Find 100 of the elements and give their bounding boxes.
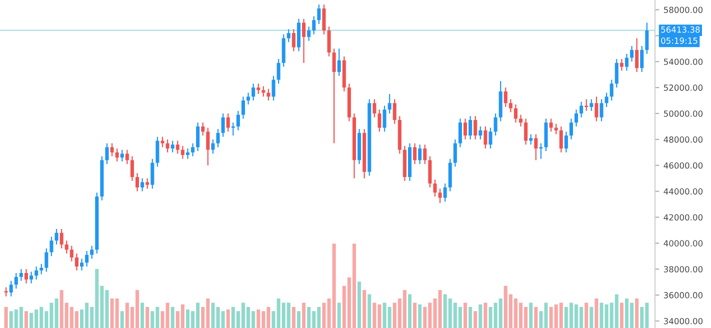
candlestick [276,58,280,84]
candlestick [302,18,306,64]
candlestick [85,250,89,268]
candlestick [196,122,200,152]
candlestick [372,98,376,118]
candlestick [519,114,523,128]
y-tick-label: 38000.00 [664,266,703,272]
candlestick [620,58,624,72]
candlestick [524,118,528,146]
candlestick [549,118,553,132]
candlestick [600,98,604,122]
candlestick [388,93,392,114]
candlestick [322,4,326,35]
candlestick [201,122,205,136]
bar [478,304,482,328]
candlestick [630,45,634,62]
y-tick-label: 46000.00 [664,162,703,169]
bar [4,306,8,328]
candlestick [504,86,508,108]
candlestick [635,38,639,73]
candlestick [554,123,558,135]
candlestick [80,258,84,271]
candlestick [645,22,649,54]
candlestick [54,228,58,246]
candlestick [317,4,321,25]
candlestick [428,156,432,188]
candlestick [150,158,154,190]
candlestick [508,98,512,113]
candlestick [14,272,18,290]
candlestick [594,96,598,122]
candlestick [34,266,38,280]
y-tick-label: 42000.00 [664,214,703,221]
candlestick [231,122,235,136]
candlestick [74,253,78,271]
candlestick [135,172,140,192]
candlestick [580,101,584,118]
bar [302,302,306,328]
y-tick-label: 50000.00 [664,110,703,117]
bar [594,298,598,328]
text: 05:19:15 [661,38,698,44]
bar [620,302,624,328]
candlestick [211,138,215,154]
candlestick [564,131,568,153]
candlestick [125,149,129,165]
candlestick [50,236,54,257]
y-tick-label: 36000.00 [664,292,703,298]
candlestick [332,48,336,144]
candlestick [488,127,492,150]
bar [418,304,422,328]
candlestick [4,286,8,297]
candlestick [166,138,170,153]
bar [120,311,124,328]
candlestick [286,28,290,43]
candlestick [44,248,48,272]
y-tick-label: 44000.00 [664,188,703,195]
candlestick [584,98,588,112]
candlestick [478,126,482,140]
candlestick [246,92,250,105]
candlestick [458,118,462,148]
bar [484,302,488,328]
bar [226,309,230,328]
bar [534,306,538,328]
candlestick [307,26,311,42]
candlestick [382,105,386,132]
candlestick [272,75,276,102]
candlestick [70,245,74,262]
ref-line-label: 56413.38 [661,26,700,33]
candlestick [226,112,230,132]
candlestick [40,263,44,275]
candlestick [170,140,174,153]
candlestick [438,188,442,204]
candlestick [221,112,225,138]
candlestick [64,240,68,254]
y-tick-label: 54000.00 [664,58,703,65]
bar [635,298,639,328]
bar [468,306,472,328]
candlestick [494,112,498,136]
candlestick [130,156,134,182]
bar [463,302,468,328]
candlestick [105,142,109,165]
y-tick-label: 48000.00 [664,136,703,143]
candlestick [413,142,417,165]
candlestick [252,83,256,102]
bar [170,306,174,328]
bar [296,311,301,328]
candlestick [60,228,64,249]
candlestick [180,145,184,160]
candlestick [484,126,488,150]
bar [140,302,144,328]
candlestick [474,116,478,140]
candlestick [24,268,28,284]
candlestick [262,86,266,98]
candlestick [433,179,437,198]
candlestick [176,140,180,154]
candlestick [292,28,296,52]
candlestick [216,128,220,148]
bar [54,298,58,328]
candlestick [378,109,382,132]
candlestick [110,142,114,157]
bar [584,302,588,328]
